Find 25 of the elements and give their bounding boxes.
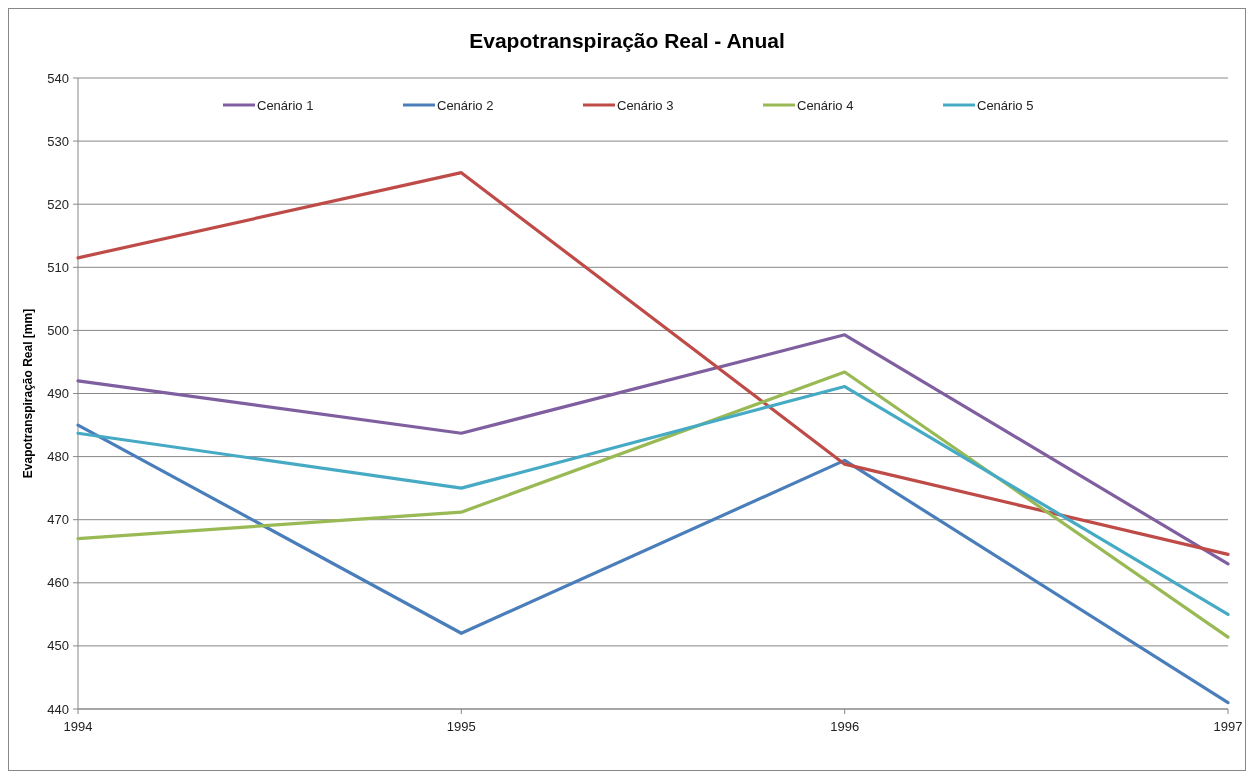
y-tick-label: 480 xyxy=(47,449,69,465)
x-tick-label: 1995 xyxy=(446,719,476,734)
y-tick-label: 460 xyxy=(47,575,69,591)
y-tick-label: 520 xyxy=(47,196,69,212)
y-tick-label: 440 xyxy=(47,701,69,717)
y-tick-label: 470 xyxy=(47,512,69,528)
legend-label: Cenário 5 xyxy=(977,97,1034,113)
y-tick-label: 450 xyxy=(47,638,69,654)
legend-label: Cenário 4 xyxy=(797,97,854,113)
y-tick-label: 530 xyxy=(47,133,69,149)
line-series xyxy=(76,171,1230,557)
x-tick-label: 1996 xyxy=(830,719,860,734)
line-series xyxy=(76,333,1230,566)
y-tick-label: 540 xyxy=(47,70,69,86)
legend-label: Cenário 2 xyxy=(437,97,494,113)
legend-label: Cenário 1 xyxy=(257,97,314,113)
line-series xyxy=(76,423,1230,705)
y-tick-label: 500 xyxy=(47,322,69,338)
y-axis-title: Evapotranspiração Real [mm] xyxy=(21,308,35,479)
x-tick-label: 1994 xyxy=(63,719,93,734)
legend-label: Cenário 3 xyxy=(617,97,674,113)
y-tick-label: 510 xyxy=(47,259,69,275)
chart-title: Evapotranspiração Real - Anual xyxy=(469,29,785,52)
y-tick-label: 490 xyxy=(47,386,69,402)
x-tick-label: 1997 xyxy=(1213,719,1243,734)
